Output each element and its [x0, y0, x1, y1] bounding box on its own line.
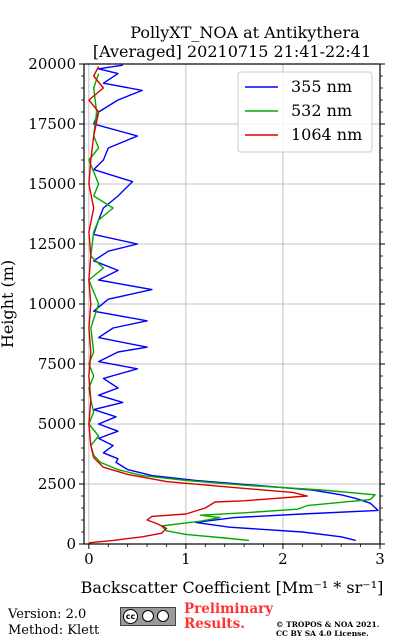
series-lines	[88, 64, 379, 544]
series-line-1064-nm	[88, 66, 308, 544]
copyright-line1: © TROPOS & NOA 2021.	[276, 620, 380, 629]
cc-icon: cc	[123, 609, 138, 624]
y-axis-label: Height (m)	[0, 260, 17, 348]
series-line-532-nm	[88, 73, 376, 542]
preliminary-results-note: Preliminary Results.	[184, 602, 273, 632]
y-tick-label: 5000	[38, 415, 76, 433]
copyright-note: © TROPOS & NOA 2021. CC BY SA 4.0 Licens…	[276, 620, 379, 638]
x-tick-label: 2	[278, 550, 288, 568]
by-icon	[142, 610, 154, 622]
chart-title-line2: [Averaged] 20210715 21:41-22:41	[93, 42, 371, 61]
x-tick-label: 1	[181, 550, 191, 568]
legend-label: 1064 nm	[291, 125, 362, 144]
x-tick-label: 3	[375, 550, 385, 568]
chart-title-line1: PollyXT_NOA at Antikythera	[130, 23, 360, 42]
cc-license-badge: cc	[120, 607, 176, 626]
legend-box	[237, 71, 373, 153]
sa-icon	[157, 610, 169, 622]
copyright-line2: CC BY SA 4.0 License.	[276, 629, 369, 638]
legend-label: 532 nm	[291, 101, 352, 120]
x-tick-label: 0	[84, 550, 94, 568]
y-tick-label: 17500	[28, 115, 76, 133]
legend: 355 nm 532 nm 1064 nm	[237, 71, 373, 153]
x-axis-label: Backscatter Coefficient [Mm⁻¹ * sr⁻¹]	[81, 578, 384, 597]
method-label: Method: Klett	[8, 623, 100, 638]
series-line-355-nm	[92, 64, 379, 542]
y-tick-label: 12500	[28, 235, 76, 253]
y-tick-label: 15000	[28, 175, 76, 193]
y-tick-label: 2500	[38, 475, 76, 493]
axes: 0 1 2 3 0 2500 5000 7500 10000 12500 15000 17500 200…	[28, 55, 385, 568]
y-tick-label: 0	[66, 535, 76, 553]
preliminary-line2: Results.	[184, 616, 245, 632]
y-tick-label: 10000	[28, 295, 76, 313]
legend-label: 355 nm	[291, 77, 352, 96]
version-label: Version: 2.0	[8, 607, 87, 622]
y-tick-label: 20000	[28, 55, 76, 73]
backscatter-profile-chart: 0 1 2 3 0 2500 5000 7500 10000 12500 15000 17500 200…	[0, 23, 385, 597]
preliminary-line1: Preliminary	[184, 601, 274, 617]
y-tick-label: 7500	[38, 355, 76, 373]
